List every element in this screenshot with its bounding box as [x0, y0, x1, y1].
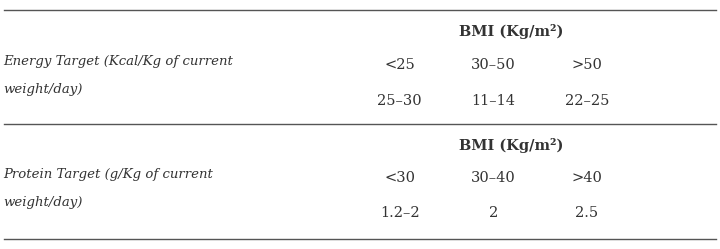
Text: 1.2–2: 1.2–2 — [379, 206, 420, 220]
Text: BMI (Kg/m²): BMI (Kg/m²) — [459, 24, 563, 39]
Text: weight/day): weight/day) — [4, 196, 83, 209]
Text: 22–25: 22–25 — [564, 94, 609, 108]
Text: Protein Target (g/Kg of current: Protein Target (g/Kg of current — [4, 168, 213, 181]
Text: 2: 2 — [489, 206, 498, 220]
Text: >40: >40 — [572, 171, 602, 185]
Text: 2.5: 2.5 — [575, 206, 598, 220]
Text: BMI (Kg/m²): BMI (Kg/m²) — [459, 138, 563, 153]
Text: 30–40: 30–40 — [471, 171, 516, 185]
Text: 11–14: 11–14 — [471, 94, 516, 108]
Text: >50: >50 — [572, 58, 602, 72]
Text: 25–30: 25–30 — [377, 94, 422, 108]
Text: <25: <25 — [384, 58, 415, 72]
Text: 30–50: 30–50 — [471, 58, 516, 72]
Text: Energy Target (Kcal/Kg of current: Energy Target (Kcal/Kg of current — [4, 55, 233, 67]
Text: weight/day): weight/day) — [4, 83, 83, 96]
Text: <30: <30 — [384, 171, 415, 185]
